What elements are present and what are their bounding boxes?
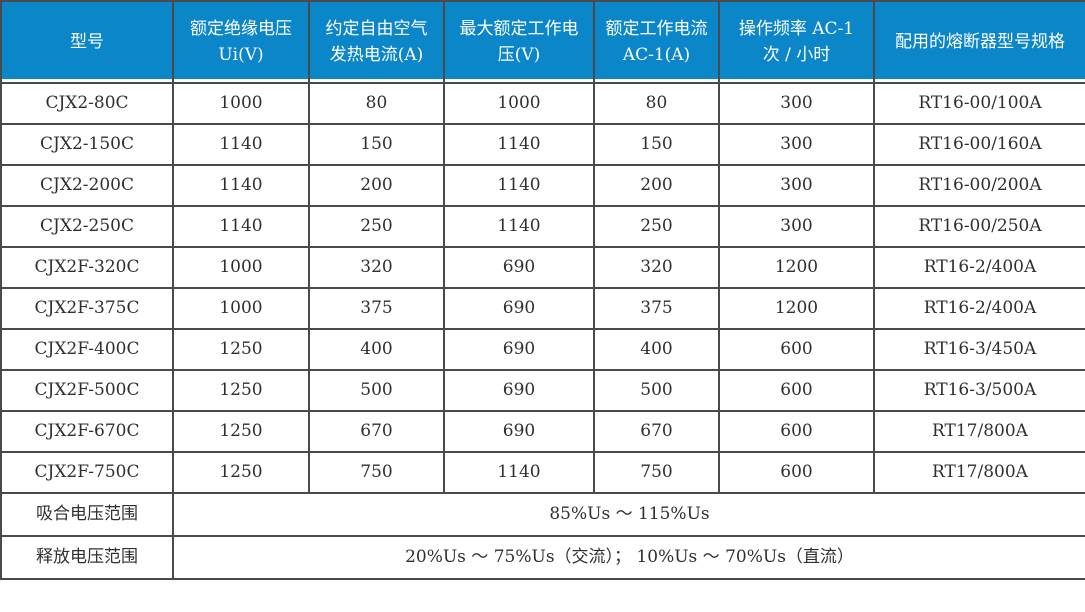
value-cell: 600 bbox=[718, 328, 875, 371]
contactor-spec-table: 型号 额定绝缘电压 Ui(V) 约定自由空气发热电流(A) 最大额定工作电压(V… bbox=[0, 0, 1085, 580]
value-cell: 500 bbox=[308, 369, 445, 412]
value-cell: 1140 bbox=[172, 123, 310, 166]
value-cell: 1140 bbox=[443, 205, 595, 248]
value-cell: 250 bbox=[593, 205, 720, 248]
value-cell: 1140 bbox=[443, 164, 595, 207]
value-cell: 1140 bbox=[443, 451, 595, 494]
table-row: CJX2-80C 1000 80 1000 80 300 RT16-00/100A bbox=[0, 82, 1085, 125]
table-row: CJX2F-320C 1000 320 690 320 1200 RT16-2/400A bbox=[0, 246, 1085, 289]
column-header-work-current: 额定工作电流 AC-1(A) bbox=[593, 0, 720, 84]
value-cell: 750 bbox=[593, 451, 720, 494]
spec-table-footer: 吸合电压范围 85%Us ～ 115%Us 释放电压范围 20%Us ～ 75%… bbox=[0, 492, 1085, 580]
column-header-op-frequency: 操作频率 AC-1 次 / 小时 bbox=[718, 0, 875, 84]
value-cell: 1140 bbox=[443, 123, 595, 166]
value-cell: 1000 bbox=[172, 287, 310, 330]
table-row: CJX2F-750C 1250 750 1140 750 600 RT17/800A bbox=[0, 451, 1085, 494]
value-cell: 690 bbox=[443, 328, 595, 371]
value-cell: 670 bbox=[308, 410, 445, 453]
value-cell: RT16-2/400A bbox=[873, 246, 1085, 289]
value-cell: 600 bbox=[718, 369, 875, 412]
value-cell: 750 bbox=[308, 451, 445, 494]
value-cell: 1140 bbox=[172, 205, 310, 248]
value-cell: 150 bbox=[593, 123, 720, 166]
value-cell: 80 bbox=[593, 82, 720, 125]
value-cell: 320 bbox=[308, 246, 445, 289]
column-header-insulation-volt: 额定绝缘电压 Ui(V) bbox=[172, 0, 310, 84]
value-cell: RT16-00/160A bbox=[873, 123, 1085, 166]
model-cell: CJX2-200C bbox=[0, 164, 174, 207]
footer-value-pickup-voltage: 85%Us ～ 115%Us bbox=[172, 492, 1085, 537]
model-cell: CJX2F-500C bbox=[0, 369, 174, 412]
value-cell: 690 bbox=[443, 410, 595, 453]
model-cell: CJX2-80C bbox=[0, 82, 174, 125]
table-row: CJX2F-670C 1250 670 690 670 600 RT17/800A bbox=[0, 410, 1085, 453]
value-cell: 150 bbox=[308, 123, 445, 166]
value-cell: 1250 bbox=[172, 369, 310, 412]
column-header-fuse-spec: 配用的熔断器型号规格 bbox=[873, 0, 1085, 84]
column-header-max-work-volt: 最大额定工作电压(V) bbox=[443, 0, 595, 84]
value-cell: 200 bbox=[593, 164, 720, 207]
value-cell: 300 bbox=[718, 123, 875, 166]
value-cell: RT16-00/200A bbox=[873, 164, 1085, 207]
header-row: 型号 额定绝缘电压 Ui(V) 约定自由空气发热电流(A) 最大额定工作电压(V… bbox=[0, 0, 1085, 84]
value-cell: 690 bbox=[443, 369, 595, 412]
value-cell: 1000 bbox=[172, 82, 310, 125]
spec-table-body: CJX2-80C 1000 80 1000 80 300 RT16-00/100A CJX2-… bbox=[0, 82, 1085, 494]
value-cell: 1250 bbox=[172, 410, 310, 453]
model-cell: CJX2-250C bbox=[0, 205, 174, 248]
value-cell: 300 bbox=[718, 205, 875, 248]
value-cell: 400 bbox=[593, 328, 720, 371]
value-cell: 1000 bbox=[172, 246, 310, 289]
model-cell: CJX2F-670C bbox=[0, 410, 174, 453]
model-cell: CJX2F-375C bbox=[0, 287, 174, 330]
value-cell: 300 bbox=[718, 82, 875, 125]
value-cell: 250 bbox=[308, 205, 445, 248]
value-cell: RT17/800A bbox=[873, 410, 1085, 453]
value-cell: RT17/800A bbox=[873, 451, 1085, 494]
column-header-thermal-current: 约定自由空气发热电流(A) bbox=[308, 0, 445, 84]
value-cell: RT16-2/400A bbox=[873, 287, 1085, 330]
value-cell: 1200 bbox=[718, 246, 875, 289]
value-cell: 600 bbox=[718, 410, 875, 453]
value-cell: RT16-00/100A bbox=[873, 82, 1085, 125]
model-cell: CJX2-150C bbox=[0, 123, 174, 166]
model-cell: CJX2F-320C bbox=[0, 246, 174, 289]
model-cell: CJX2F-400C bbox=[0, 328, 174, 371]
value-cell: 600 bbox=[718, 451, 875, 494]
value-cell: 200 bbox=[308, 164, 445, 207]
value-cell: 300 bbox=[718, 164, 875, 207]
value-cell: 1000 bbox=[443, 82, 595, 125]
value-cell: RT16-3/450A bbox=[873, 328, 1085, 371]
value-cell: 320 bbox=[593, 246, 720, 289]
value-cell: 1250 bbox=[172, 451, 310, 494]
pickup-voltage-row: 吸合电压范围 85%Us ～ 115%Us bbox=[0, 492, 1085, 537]
value-cell: RT16-00/250A bbox=[873, 205, 1085, 248]
table-row: CJX2-200C 1140 200 1140 200 300 RT16-00/200A bbox=[0, 164, 1085, 207]
table-row: CJX2F-400C 1250 400 690 400 600 RT16-3/450A bbox=[0, 328, 1085, 371]
value-cell: 690 bbox=[443, 246, 595, 289]
value-cell: 375 bbox=[593, 287, 720, 330]
table-row: CJX2F-375C 1000 375 690 375 1200 RT16-2/400A bbox=[0, 287, 1085, 330]
value-cell: 80 bbox=[308, 82, 445, 125]
value-cell: 690 bbox=[443, 287, 595, 330]
value-cell: RT16-3/500A bbox=[873, 369, 1085, 412]
table-row: CJX2-250C 1140 250 1140 250 300 RT16-00/250A bbox=[0, 205, 1085, 248]
column-header-model: 型号 bbox=[0, 0, 174, 84]
model-cell: CJX2F-750C bbox=[0, 451, 174, 494]
spec-table-header: 型号 额定绝缘电压 Ui(V) 约定自由空气发热电流(A) 最大额定工作电压(V… bbox=[0, 0, 1085, 84]
release-voltage-row: 释放电压范围 20%Us ～ 75%Us（交流）； 10%Us ～ 70%Us（… bbox=[0, 535, 1085, 580]
footer-value-release-voltage: 20%Us ～ 75%Us（交流）； 10%Us ～ 70%Us（直流） bbox=[172, 535, 1085, 580]
value-cell: 1140 bbox=[172, 164, 310, 207]
table-row: CJX2F-500C 1250 500 690 500 600 RT16-3/500A bbox=[0, 369, 1085, 412]
value-cell: 1200 bbox=[718, 287, 875, 330]
value-cell: 375 bbox=[308, 287, 445, 330]
table-row: CJX2-150C 1140 150 1140 150 300 RT16-00/160A bbox=[0, 123, 1085, 166]
value-cell: 400 bbox=[308, 328, 445, 371]
value-cell: 1250 bbox=[172, 328, 310, 371]
footer-label-release-voltage: 释放电压范围 bbox=[0, 535, 174, 580]
value-cell: 500 bbox=[593, 369, 720, 412]
value-cell: 670 bbox=[593, 410, 720, 453]
footer-label-pickup-voltage: 吸合电压范围 bbox=[0, 492, 174, 537]
